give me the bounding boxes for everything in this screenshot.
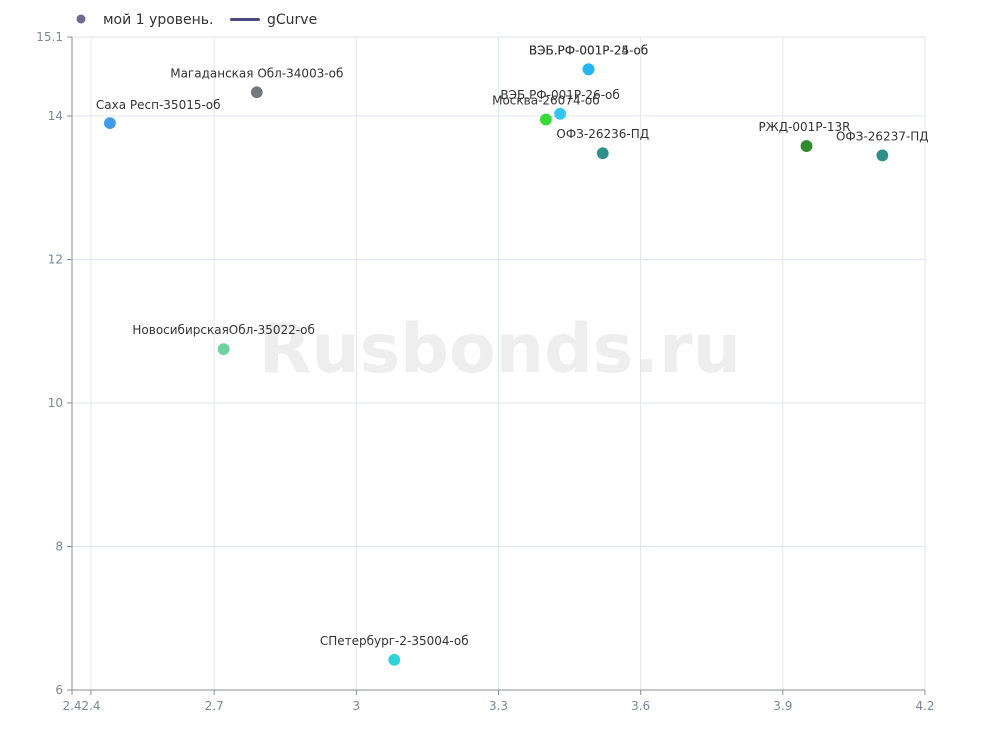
watermark-layer: Rusbonds.ru xyxy=(259,310,741,389)
x-tick-label: 2.4 xyxy=(62,699,81,713)
x-tick-label: 2.4 xyxy=(81,699,100,713)
data-point[interactable] xyxy=(539,113,552,126)
x-tick-label: 3.6 xyxy=(631,699,650,713)
data-point-label: ВЭБ.РФ-001Р-25-об xyxy=(529,43,648,57)
data-point-label: НовосибирскаяОбл-35022-об xyxy=(132,323,315,337)
data-point-label: ВЭБ.РФ-001Р-24-об xyxy=(529,43,648,57)
data-point[interactable] xyxy=(582,63,595,76)
x-tick-label: 3.9 xyxy=(773,699,792,713)
data-point-label: СПетербург-2-35004-об xyxy=(320,634,469,648)
data-point[interactable] xyxy=(104,117,116,130)
y-tick-label: 15.1 xyxy=(36,30,63,44)
y-tick-label: 14 xyxy=(48,109,63,123)
point-labels: Саха Респ-35015-об Магаданская Обл-34003-… xyxy=(96,43,929,648)
data-point-label: РЖД-001Р-13R xyxy=(759,120,851,134)
data-point-label: ОФЗ-26236-ПД xyxy=(556,127,649,141)
axes: 2.4 2.4 2.7 3 3.3 3.6 3.9 4.2 6 8 10 12 14 15.1 xyxy=(36,30,934,713)
watermark-text: Rusbonds.ru xyxy=(259,310,741,389)
x-tick-label: 2.7 xyxy=(205,699,224,713)
data-point[interactable] xyxy=(800,140,813,152)
y-tick-label: 8 xyxy=(55,539,63,553)
data-point-label: Магаданская Обл-34003-об xyxy=(170,66,343,80)
data-point-label: ВЭБ.РФ-001Р-26-об xyxy=(500,88,619,102)
y-tick-label: 12 xyxy=(48,252,63,266)
data-point[interactable] xyxy=(388,653,401,666)
data-point[interactable] xyxy=(876,149,889,162)
legend[interactable]: мой 1 уровень. gCurve xyxy=(76,12,318,28)
legend-label-series-2[interactable]: gCurve xyxy=(267,12,317,28)
data-point[interactable] xyxy=(596,147,609,160)
x-tick-label: 4.2 xyxy=(915,699,934,713)
legend-marker-series-1 xyxy=(76,14,86,24)
data-point[interactable] xyxy=(217,343,230,356)
data-point-label: Москва-26074-об xyxy=(492,94,600,108)
y-tick-label: 10 xyxy=(48,396,63,410)
x-tick-label: 3 xyxy=(353,699,361,713)
data-point[interactable] xyxy=(250,86,263,99)
grid-lines xyxy=(72,36,926,690)
x-tick-label: 3.3 xyxy=(489,699,508,713)
data-point-label: ОФЗ-26237-ПД xyxy=(836,129,929,143)
legend-label-series-1[interactable]: мой 1 уровень. xyxy=(103,12,214,28)
data-points xyxy=(104,63,889,666)
data-point-label: Саха Респ-35015-об xyxy=(96,98,221,112)
y-tick-label: 6 xyxy=(55,683,63,697)
legend-marker-series-2 xyxy=(230,18,260,21)
data-point[interactable] xyxy=(554,107,567,120)
